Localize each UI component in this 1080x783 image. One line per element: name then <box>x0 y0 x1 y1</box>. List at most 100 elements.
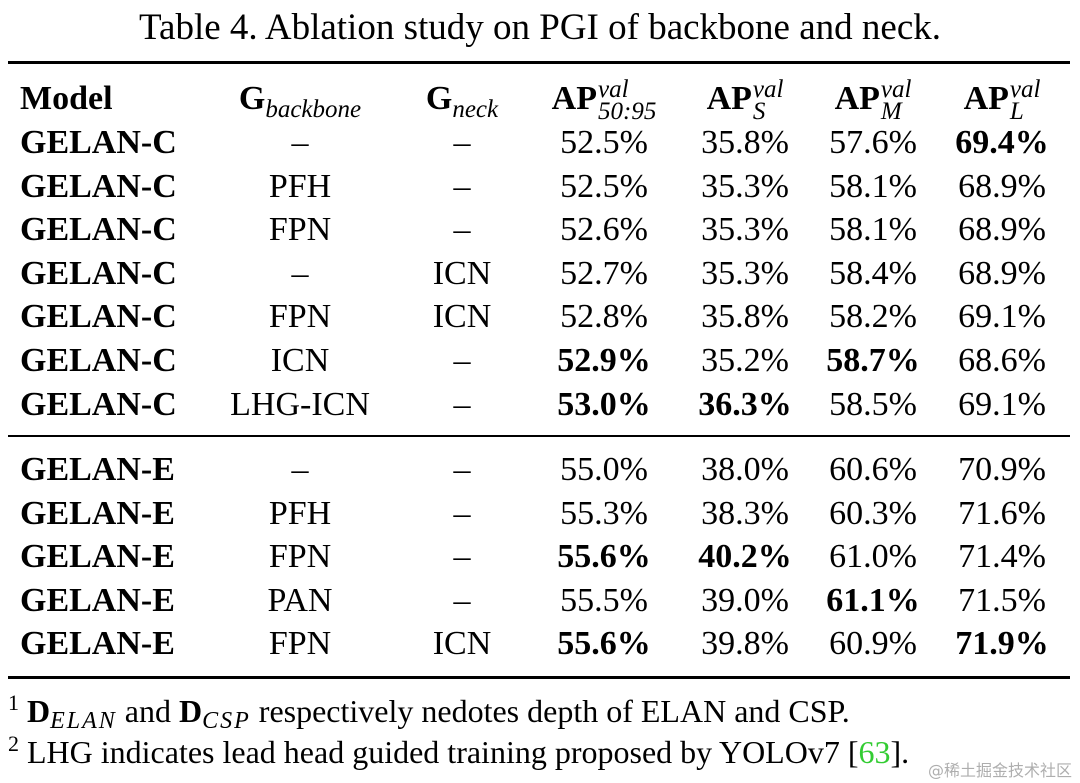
value-cell: 52.5% <box>560 167 648 205</box>
model-cell: GELAN-C <box>20 298 177 336</box>
value-cell: 52.9% <box>557 342 651 379</box>
value-cell: 52.5% <box>560 124 648 161</box>
model-cell: GELAN-C <box>20 124 177 161</box>
script-stack: val 50:95 <box>598 76 657 126</box>
value-cell: – <box>291 451 309 488</box>
header-base: AP <box>551 80 597 117</box>
value-cell: – <box>291 254 309 292</box>
model-cell: GELAN-C <box>20 385 177 423</box>
value-cell: – <box>453 581 471 619</box>
value-cell: 35.8% <box>701 124 789 161</box>
footnote-plain: LHG indicates lead head guided training … <box>19 734 859 770</box>
header-base: G <box>238 80 266 117</box>
footnote: 1 DELAN and DCSP respectively nedotes de… <box>8 690 850 735</box>
table-row: GELAN-C LHG-ICN – 53.0% 36.3% 58.5% 69.1% <box>0 383 1080 427</box>
header-sub: 50:95 <box>598 98 657 126</box>
value-cell: PAN <box>267 581 333 619</box>
header-sup: val <box>1009 76 1041 104</box>
value-cell: FPN <box>268 538 332 576</box>
model-cell: GELAN-C <box>20 211 177 249</box>
table-row: GELAN-E FPN ICN 55.6% 39.8% 60.9% 71.9% <box>0 622 1080 666</box>
top-rule <box>8 61 1070 64</box>
value-cell: 70.9% <box>958 451 1046 488</box>
header-sub: M <box>880 98 902 126</box>
header-sup: val <box>598 76 629 104</box>
footnote-sub: CSP <box>202 708 251 734</box>
table-row: GELAN-C – ICN 52.7% 35.3% 58.4% 68.9% <box>0 252 1080 296</box>
model-cell: GELAN-E <box>20 494 175 532</box>
value-cell: 35.3% <box>701 254 789 292</box>
value-cell: 71.9% <box>955 625 1049 663</box>
header-cell: Model <box>20 77 113 121</box>
value-cell: ICN <box>432 254 492 292</box>
value-cell: ICN <box>270 342 330 379</box>
model-cell: GELAN-E <box>20 581 175 619</box>
script-stack: val M <box>880 76 912 126</box>
table-row: GELAN-C FPN ICN 52.8% 35.8% 58.2% 69.1% <box>0 295 1080 339</box>
footnote: 2 LHG indicates lead head guided trainin… <box>8 731 909 771</box>
value-cell: 55.3% <box>560 494 648 532</box>
value-cell: 39.8% <box>701 625 789 663</box>
value-cell: 61.1% <box>826 581 920 619</box>
value-cell: 68.6% <box>958 342 1046 379</box>
table-row: GELAN-C ICN – 52.9% 35.2% 58.7% 68.6% <box>0 339 1080 383</box>
footnote-sub: ELAN <box>50 708 117 734</box>
value-cell: – <box>453 342 471 379</box>
value-cell: – <box>453 494 471 532</box>
value-cell: 53.0% <box>557 385 651 423</box>
header-sub: S <box>752 98 766 126</box>
mid-rule <box>8 435 1070 437</box>
footnote-plain: respectively nedotes depth of ELAN and C… <box>250 693 850 729</box>
value-cell: 58.7% <box>826 342 920 379</box>
value-cell: PFH <box>268 494 332 532</box>
value-cell: 71.5% <box>958 581 1046 619</box>
value-cell: 71.6% <box>958 494 1046 532</box>
footnote-plain: ]. <box>890 734 910 770</box>
value-cell: – <box>453 451 471 488</box>
script-stack: val S <box>752 76 784 126</box>
footnote-plain: and <box>116 693 179 729</box>
footnote-bold: D <box>179 693 203 729</box>
header-base: Model <box>20 80 113 117</box>
header-cell: Gneck <box>426 77 498 132</box>
value-cell: FPN <box>268 211 332 249</box>
value-cell: ICN <box>432 625 492 663</box>
header-sub: backbone <box>265 96 362 123</box>
table-row: GELAN-E FPN – 55.6% 40.2% 61.0% 71.4% <box>0 535 1080 579</box>
value-cell: FPN <box>268 298 332 336</box>
value-cell: 61.0% <box>829 538 917 576</box>
value-cell: 69.1% <box>958 298 1046 336</box>
value-cell: 58.1% <box>829 167 917 205</box>
header-base: G <box>425 80 453 117</box>
value-cell: 55.0% <box>560 451 648 488</box>
table-row: GELAN-E PFH – 55.3% 38.3% 60.3% 71.6% <box>0 492 1080 536</box>
header-sup: val <box>880 76 912 104</box>
value-cell: 68.9% <box>958 211 1046 249</box>
header-base: AP <box>963 80 1009 117</box>
header-cell: AP val S <box>707 76 784 126</box>
value-cell: 69.1% <box>958 385 1046 423</box>
value-cell: 39.0% <box>701 581 789 619</box>
table-row: GELAN-C PFH – 52.5% 35.3% 58.1% 68.9% <box>0 165 1080 209</box>
header-sup: val <box>752 76 784 104</box>
value-cell: – <box>291 124 309 161</box>
value-cell: 36.3% <box>698 385 792 423</box>
value-cell: 68.9% <box>958 254 1046 292</box>
footnote-link[interactable]: 63 <box>858 734 891 770</box>
value-cell: 35.2% <box>701 342 789 379</box>
model-cell: GELAN-C <box>20 167 177 205</box>
value-cell: 58.1% <box>829 211 917 249</box>
value-cell: 60.9% <box>829 625 917 663</box>
header-sub: neck <box>452 96 499 123</box>
value-cell: 57.6% <box>829 124 917 161</box>
model-cell: GELAN-C <box>20 342 177 379</box>
script-stack: val L <box>1009 76 1041 124</box>
value-cell: 55.5% <box>560 581 648 619</box>
footnote-sup: 1 <box>8 690 19 715</box>
table-row: GELAN-C – – 52.5% 35.8% 57.6% 69.4% <box>0 121 1080 165</box>
value-cell: 35.3% <box>701 167 789 205</box>
watermark: @稀土掘金技术社区 <box>927 761 1072 780</box>
table-title: Table 4. Ablation study on PGI of backbo… <box>139 7 941 48</box>
value-cell: – <box>453 538 471 576</box>
value-cell: 68.9% <box>958 167 1046 205</box>
